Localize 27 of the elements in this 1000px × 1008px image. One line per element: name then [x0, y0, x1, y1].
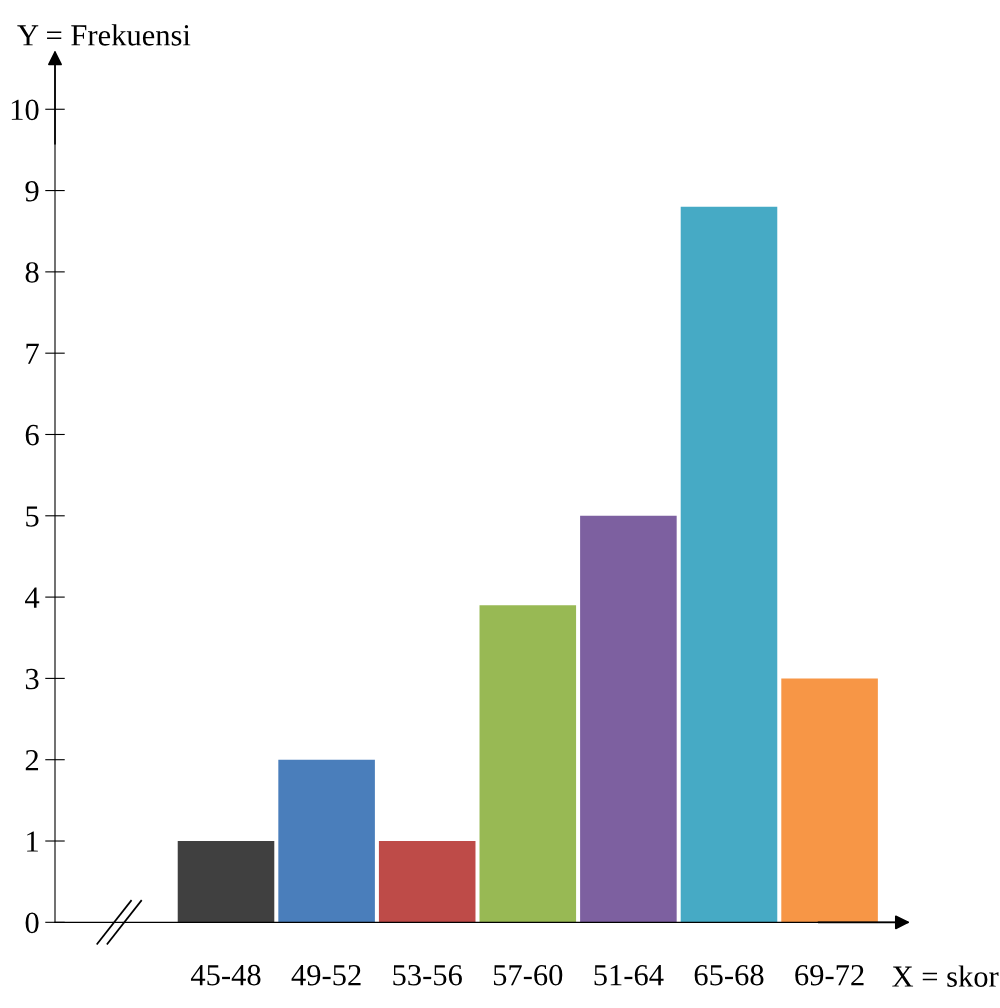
bar [680, 206, 778, 923]
y-tick-label: 10 [11, 99, 39, 121]
y-tick-label: 9 [25, 180, 39, 202]
bar [177, 841, 275, 923]
x-axis-title: X = skor [892, 965, 999, 987]
bar [781, 678, 878, 923]
x-tick-label: 53-56 [393, 964, 462, 986]
y-tick-label: 4 [25, 587, 40, 608]
y-tick-label: 2 [25, 750, 39, 771]
x-tick-label: 65-68 [694, 964, 764, 986]
y-tick-label: 5 [26, 506, 39, 527]
x-tick-label: 57-60 [493, 964, 563, 986]
x-tick-label: 51-64 [594, 964, 664, 986]
y-tick-label: 1 [27, 831, 38, 852]
x-tick-label: 49-52 [291, 964, 361, 986]
y-tick-label: 3 [25, 668, 39, 690]
y-tick-label: 7 [26, 343, 39, 364]
bar [278, 759, 375, 923]
bar [479, 605, 577, 923]
bar [580, 515, 677, 923]
y-tick-label: 6 [25, 424, 39, 446]
y-axis-title: Y = Frekuensi [17, 24, 191, 46]
x-tick-label: 45-48 [190, 964, 261, 986]
bar [378, 841, 476, 923]
y-tick-label: 0 [25, 912, 39, 934]
y-tick-label: 8 [25, 262, 39, 283]
x-tick-label: 69-72 [795, 964, 864, 986]
